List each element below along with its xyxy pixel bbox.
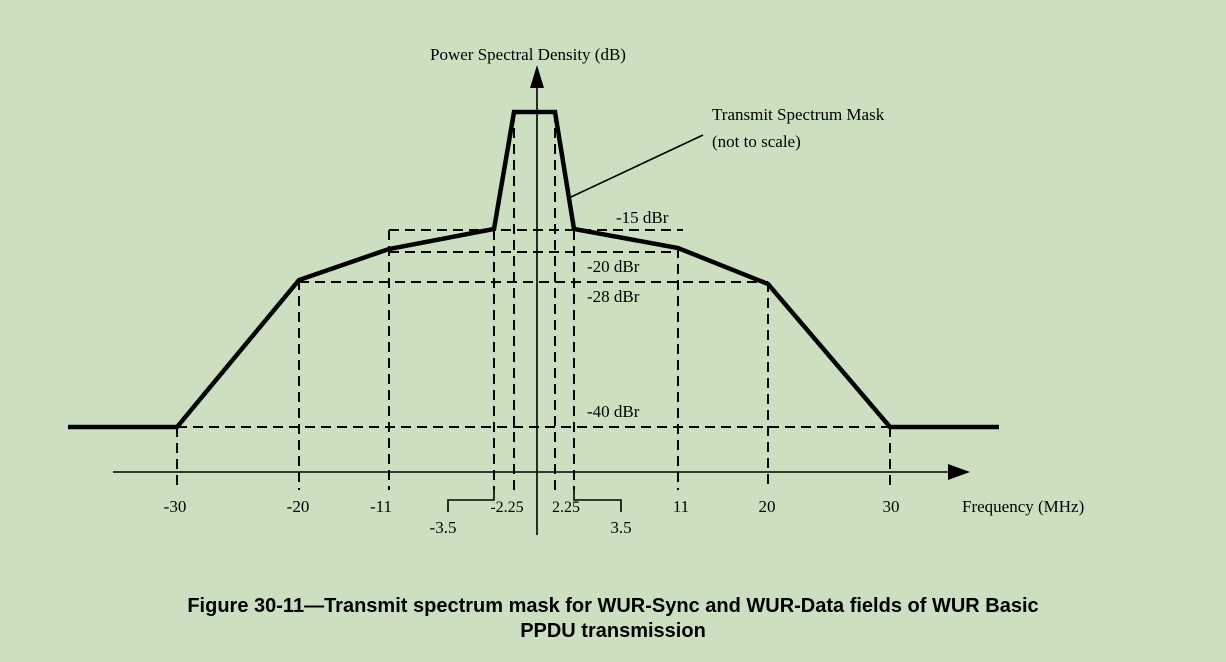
figure-caption-line2: PPDU transmission <box>520 620 706 642</box>
frequency-axis-label: Frequency (MHz) <box>962 497 1084 516</box>
leader-3.5 <box>573 490 622 512</box>
tick-label-neg2.25: -2.25 <box>490 499 523 516</box>
level-label-40dbr: -40 dBr <box>587 402 640 421</box>
spectrum-mask-diagram: Power Spectral Density (dB) Transmit Spe… <box>68 45 1084 537</box>
tick-label-neg11: -11 <box>370 497 392 516</box>
level-label-15dbr: -15 dBr <box>616 208 669 227</box>
psd-axis-label: Power Spectral Density (dB) <box>430 45 626 64</box>
psd-axis-arrowhead <box>530 65 544 88</box>
tick-label-2.25: 2.25 <box>552 499 580 516</box>
tick-label-neg30: -30 <box>164 497 187 516</box>
tick-label-neg20: -20 <box>287 497 310 516</box>
transmit-spectrum-mask <box>68 109 999 430</box>
mask-label-line1: Transmit Spectrum Mask <box>712 105 885 124</box>
figure-caption: Figure 30-11—Transmit spectrum mask for … <box>0 594 1226 644</box>
frequency-axis-arrowhead <box>948 464 970 480</box>
tick-label-3.5: 3.5 <box>610 518 631 537</box>
figure-caption-line1: Figure 30-11—Transmit spectrum mask for … <box>187 595 1039 617</box>
tick-label-11: 11 <box>673 497 689 516</box>
tick-label-20: 20 <box>759 497 776 516</box>
leader-neg3.5 <box>447 490 495 512</box>
level-label-20dbr: -20 dBr <box>587 257 640 276</box>
tick-label-30: 30 <box>883 497 900 516</box>
level-label-28dbr: -28 dBr <box>587 287 640 306</box>
mask-label-line2: (not to scale) <box>712 132 801 151</box>
tick-label-neg3.5: -3.5 <box>430 518 457 537</box>
mask-label-leader <box>570 134 704 198</box>
